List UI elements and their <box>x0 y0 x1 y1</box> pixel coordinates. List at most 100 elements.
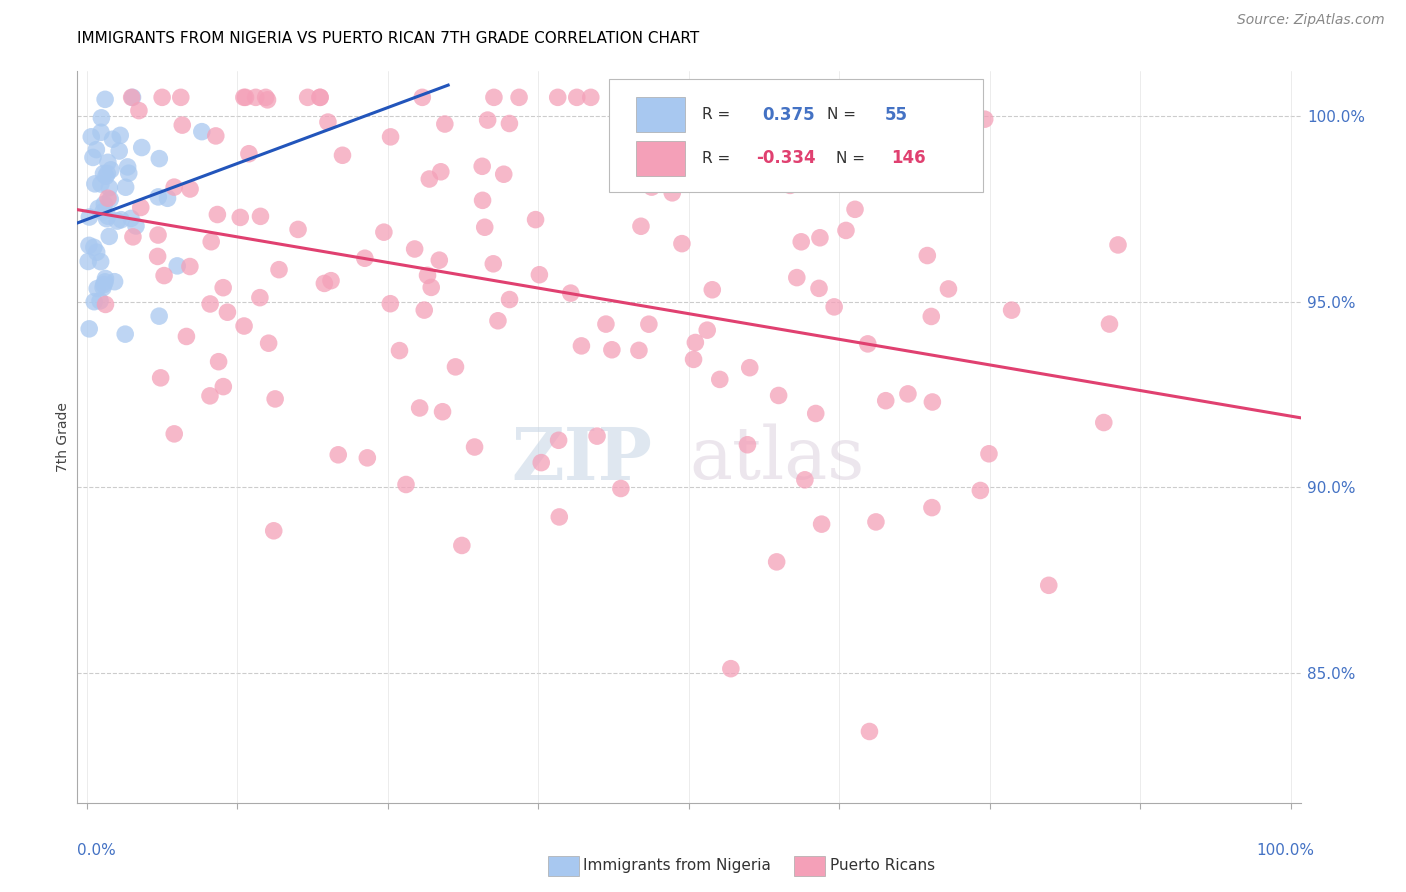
Point <box>471 159 494 173</box>
Point <box>411 90 433 104</box>
Point <box>823 300 845 314</box>
Point <box>699 128 721 143</box>
Text: -0.334: -0.334 <box>756 149 815 168</box>
Point <box>249 210 271 224</box>
FancyBboxPatch shape <box>609 78 983 192</box>
Point <box>163 426 186 441</box>
Point <box>1038 578 1060 592</box>
Point <box>176 329 198 343</box>
Point <box>207 207 229 221</box>
Point <box>844 202 866 217</box>
Point <box>166 259 188 273</box>
Point <box>122 230 145 244</box>
Point <box>630 219 652 234</box>
Point <box>86 143 108 157</box>
Point <box>685 335 707 350</box>
Point <box>249 291 271 305</box>
Point <box>808 281 831 295</box>
Point <box>380 296 402 310</box>
Point <box>579 90 602 104</box>
Point <box>198 297 221 311</box>
Point <box>103 275 125 289</box>
Text: 100.0%: 100.0% <box>1257 843 1315 858</box>
Point <box>105 214 128 228</box>
Point <box>108 144 131 158</box>
Point <box>100 162 122 177</box>
Point <box>156 191 179 205</box>
Point <box>973 112 995 127</box>
Point <box>217 305 239 319</box>
Point <box>114 327 136 342</box>
Point <box>117 160 139 174</box>
Point <box>332 148 354 162</box>
Point <box>529 268 551 282</box>
Point <box>395 477 418 491</box>
Point <box>98 229 121 244</box>
Text: ZIP: ZIP <box>512 424 652 494</box>
Text: N =: N = <box>827 107 860 122</box>
Point <box>309 90 332 104</box>
Y-axis label: 7th Grade: 7th Grade <box>56 402 70 472</box>
Point <box>94 275 117 289</box>
Point <box>793 473 815 487</box>
Point <box>737 438 759 452</box>
Point <box>835 223 858 237</box>
Point <box>897 387 920 401</box>
Point <box>96 211 118 226</box>
Point <box>969 483 991 498</box>
Point <box>610 482 633 496</box>
Point <box>607 151 630 165</box>
Point <box>121 90 143 104</box>
Point <box>131 140 153 154</box>
Point <box>328 448 350 462</box>
Point <box>388 343 411 358</box>
Point <box>738 360 761 375</box>
Point <box>204 128 226 143</box>
Point <box>83 177 105 191</box>
Point <box>565 90 588 104</box>
Point <box>83 240 105 254</box>
Point <box>153 268 176 283</box>
Text: R =: R = <box>703 107 735 122</box>
Point <box>464 440 486 454</box>
Point <box>433 117 456 131</box>
Point <box>1098 317 1121 331</box>
Point <box>238 146 260 161</box>
Point <box>309 90 332 104</box>
Point <box>86 282 108 296</box>
Point <box>638 317 661 331</box>
Text: 0.375: 0.375 <box>762 105 815 123</box>
Point <box>90 125 112 139</box>
Point <box>91 280 114 294</box>
Point <box>128 103 150 118</box>
Point <box>87 202 110 216</box>
Point <box>696 323 718 337</box>
Point <box>98 192 121 206</box>
Point <box>547 90 569 104</box>
Point <box>627 343 650 358</box>
Point <box>875 393 897 408</box>
Point <box>571 339 593 353</box>
Point <box>319 274 342 288</box>
Point <box>1092 416 1115 430</box>
Point <box>600 343 623 357</box>
Point <box>474 220 496 235</box>
Point <box>921 395 943 409</box>
Point <box>420 280 443 294</box>
Point <box>94 169 117 184</box>
Point <box>80 129 103 144</box>
Point <box>471 194 494 208</box>
Point <box>163 180 186 194</box>
Point <box>586 429 609 443</box>
Point <box>865 515 887 529</box>
Point <box>77 238 100 252</box>
Point <box>498 116 520 130</box>
Text: Immigrants from Nigeria: Immigrants from Nigeria <box>583 858 772 872</box>
Point <box>121 90 143 104</box>
Point <box>838 171 860 186</box>
Point <box>977 447 1000 461</box>
Point <box>450 539 472 553</box>
Point <box>314 277 336 291</box>
Point <box>827 90 849 104</box>
Point <box>98 181 121 195</box>
